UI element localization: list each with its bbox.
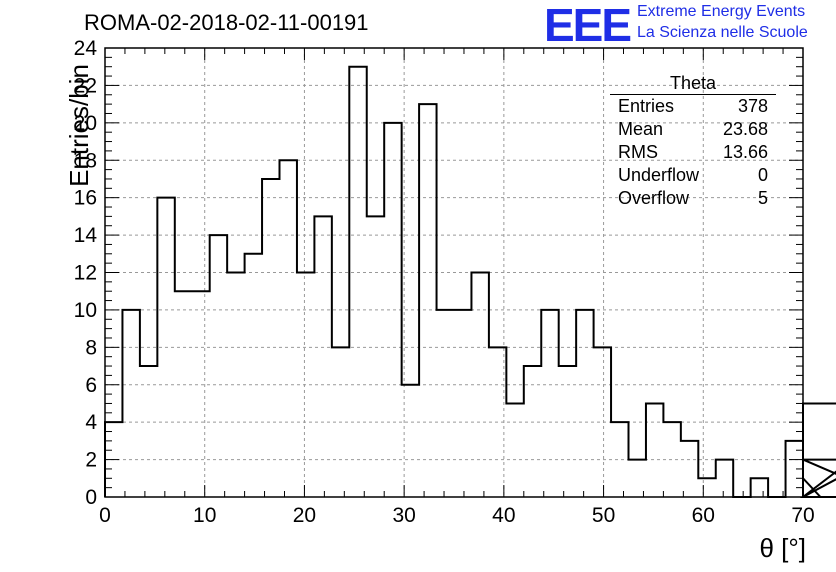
y-tick-label: 20 (74, 112, 97, 135)
x-tick-label: 20 (293, 504, 316, 527)
stats-row-rms: RMS 13.66 (610, 141, 776, 164)
y-tick-label: 14 (74, 224, 98, 247)
histogram-bin (471, 273, 488, 498)
chart-title: ROMA-02-2018-02-11-00191 (84, 10, 369, 35)
histogram-bin (489, 347, 506, 497)
histogram-bin (384, 123, 401, 497)
histogram-bin (297, 273, 314, 498)
logo-line-1: Extreme Energy Events (637, 3, 806, 20)
histogram-bin (210, 235, 227, 497)
x-tick-label: 10 (193, 504, 216, 527)
histogram-bin (280, 160, 297, 497)
y-tick-label: 0 (85, 486, 97, 509)
x-tick-label: 0 (99, 504, 111, 527)
stats-row-underflow: Underflow 0 (610, 164, 776, 187)
histogram-bin (751, 478, 768, 497)
histogram-bin (192, 291, 209, 497)
x-tick-label: 60 (692, 504, 715, 527)
histogram-bin (716, 460, 733, 497)
histogram-bin (419, 104, 436, 497)
histogram-bin (157, 198, 174, 497)
histogram-bin (629, 460, 646, 497)
histogram-bin (454, 310, 471, 497)
stats-label: Underflow (618, 165, 700, 185)
histogram-bin (541, 310, 558, 497)
x-tick-label: 40 (492, 504, 515, 527)
x-tick-label: 70 (791, 504, 814, 527)
y-axis-label: Entries/bin (63, 64, 94, 187)
stats-box: Theta Entries 378 Mean 23.68 RMS 13.66 U… (610, 72, 776, 210)
histogram-bin (594, 347, 611, 497)
y-tick-label: 24 (74, 37, 98, 60)
stats-value: 378 (737, 96, 768, 116)
histogram-bin (576, 310, 593, 497)
y-tick-label: 12 (74, 262, 97, 285)
stats-title: Theta (610, 72, 776, 95)
histogram-bin (402, 385, 419, 497)
y-tick-label: 4 (85, 411, 97, 434)
y-tick-label: 10 (74, 299, 97, 322)
x-tick-label: 50 (592, 504, 615, 527)
histogram-bin (524, 366, 541, 497)
stats-label: Overflow (618, 188, 690, 208)
stats-row-entries: Entries 378 (610, 95, 776, 118)
stats-label: RMS (618, 142, 658, 162)
histogram-bin (437, 310, 454, 497)
histogram-bin (681, 441, 698, 497)
histogram-bin (262, 179, 279, 497)
histogram-bin (140, 366, 157, 497)
histogram-bin (367, 216, 384, 497)
x-axis-label: θ [°] (759, 533, 806, 563)
histogram-bin (611, 422, 628, 497)
histogram-bin (122, 310, 139, 497)
x-tick-label: 30 (392, 504, 415, 527)
histogram-bin (227, 273, 244, 498)
histogram-bin (332, 347, 349, 497)
stats-value: 13.66 (722, 142, 768, 162)
histogram-bin (314, 216, 331, 497)
histogram-bin (506, 403, 523, 497)
y-tick-label: 18 (74, 149, 97, 172)
stats-row-overflow: Overflow 5 (610, 187, 776, 210)
logo-line-2: La Scienza nelle Scuole (637, 24, 808, 41)
y-tick-label: 22 (74, 74, 97, 97)
y-tick-label: 8 (85, 336, 97, 359)
histogram-bin (698, 478, 715, 497)
y-tick-label: 2 (85, 449, 97, 472)
histogram-bin (786, 441, 803, 497)
histogram-bin (245, 254, 262, 497)
histogram-bin (646, 403, 663, 497)
stats-label: Mean (618, 119, 664, 139)
stats-value: 5 (757, 188, 768, 208)
histogram-bin (105, 422, 122, 497)
histogram-bin (175, 291, 192, 497)
histogram-bin (559, 366, 576, 497)
stats-row-mean: Mean 23.68 (610, 118, 776, 141)
plot-frame (104, 47, 804, 498)
histogram-bin (663, 422, 680, 497)
y-tick-label: 16 (74, 187, 97, 210)
stats-label: Entries (618, 96, 675, 116)
stats-value: 0 (757, 165, 768, 185)
stats-value: 23.68 (722, 119, 768, 139)
y-tick-label: 6 (85, 374, 97, 397)
histogram-bin (349, 67, 366, 497)
eee-logo: EEE (544, 0, 632, 51)
